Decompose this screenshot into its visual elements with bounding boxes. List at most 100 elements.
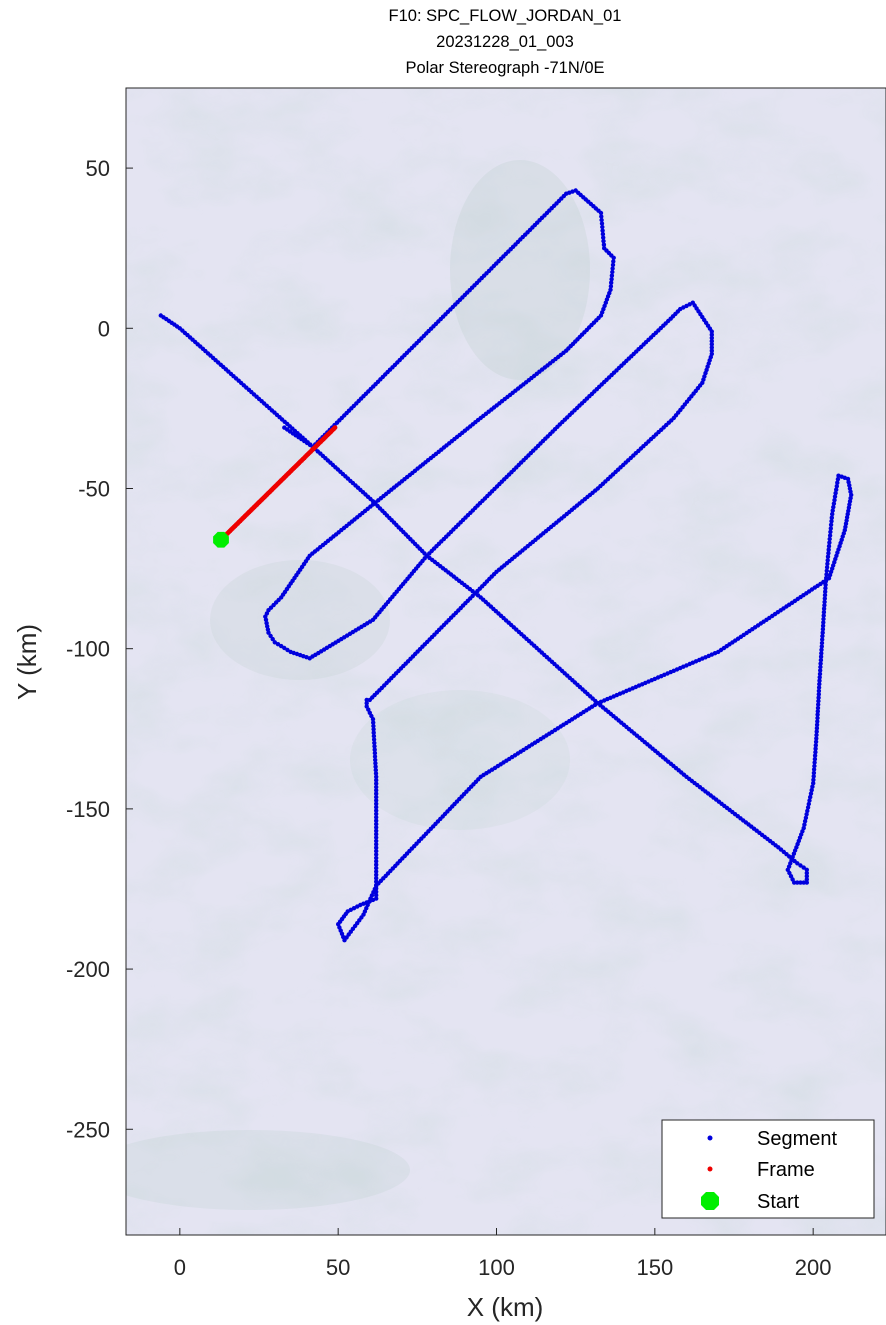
x-tick-label: 0 xyxy=(174,1255,186,1280)
segment-point xyxy=(806,801,811,807)
segment-point xyxy=(819,644,824,649)
segment-point xyxy=(822,599,827,605)
segment-point xyxy=(816,702,821,707)
segment-point xyxy=(795,861,800,866)
segment-point xyxy=(374,879,379,884)
y-tick-label: 50 xyxy=(86,156,110,181)
segment-point xyxy=(804,812,809,817)
segment-point xyxy=(809,787,814,793)
segment-point xyxy=(373,771,379,776)
segment-point xyxy=(374,821,379,827)
segment-point xyxy=(599,214,604,219)
segment-point xyxy=(374,791,379,796)
segment-point xyxy=(279,643,284,649)
segment-point xyxy=(802,819,808,824)
segment-point xyxy=(813,750,818,755)
segment-point xyxy=(801,865,806,870)
segment-point xyxy=(815,712,820,717)
y-tick-label: -50 xyxy=(78,476,110,501)
segment-point xyxy=(374,808,379,813)
segment-point xyxy=(817,678,822,683)
segment-point xyxy=(823,586,828,591)
segment-point xyxy=(814,726,820,731)
segment-point xyxy=(609,280,614,285)
segment-point xyxy=(364,697,369,703)
segment-point xyxy=(817,681,822,687)
segment-point xyxy=(804,867,809,872)
segment-point xyxy=(813,746,818,751)
segment-point xyxy=(808,794,813,800)
segment-point xyxy=(818,661,823,666)
segment-point xyxy=(834,487,839,492)
segment-point xyxy=(821,613,826,618)
segment-point xyxy=(830,508,835,513)
segment-point xyxy=(826,547,831,552)
segment-point xyxy=(371,733,377,739)
segment-point xyxy=(374,859,379,864)
segment-point xyxy=(819,651,824,656)
segment-point xyxy=(374,886,379,891)
segment-point xyxy=(829,519,834,524)
segment-point xyxy=(826,544,832,549)
segment-point xyxy=(835,480,840,485)
segment-point xyxy=(817,675,822,680)
segment-point xyxy=(831,501,837,506)
segment-point xyxy=(611,259,616,264)
segment-point xyxy=(374,794,379,800)
segment-point xyxy=(822,596,827,601)
segment-point xyxy=(374,865,379,871)
segment-point xyxy=(825,561,830,566)
segment-point xyxy=(828,522,834,527)
segment-point xyxy=(820,630,825,635)
segment-point xyxy=(601,242,607,247)
segment-point xyxy=(815,705,821,711)
segment-point xyxy=(268,633,273,639)
segment-point xyxy=(811,777,816,782)
segment-point xyxy=(812,760,817,765)
frame-track xyxy=(218,425,338,543)
satellite-background xyxy=(126,88,886,1235)
segment-point xyxy=(607,290,612,296)
y-tick-label: -100 xyxy=(66,637,110,662)
segment-point xyxy=(804,870,809,876)
segment-point xyxy=(818,664,823,670)
segment-point xyxy=(610,262,616,268)
segment-point xyxy=(374,828,379,833)
segment-point xyxy=(815,719,820,724)
segment-point xyxy=(817,671,823,677)
segment-track xyxy=(158,188,854,943)
segment-point xyxy=(373,761,378,766)
segment-point xyxy=(801,880,806,885)
segment-point xyxy=(816,688,822,694)
segment-point xyxy=(599,221,605,226)
segment-point xyxy=(374,781,379,786)
segment-point xyxy=(374,845,379,850)
segment-point xyxy=(371,723,376,729)
segment-point xyxy=(374,872,379,877)
segment-point xyxy=(709,338,714,344)
legend-box xyxy=(661,1119,875,1219)
segment-point xyxy=(820,633,825,639)
segment-point xyxy=(802,822,807,827)
segment-point xyxy=(374,862,379,867)
segment-point xyxy=(820,627,826,632)
segment-point xyxy=(816,695,821,700)
axes-frame xyxy=(125,87,886,1236)
segment-point xyxy=(818,657,824,663)
segment-point xyxy=(610,269,615,275)
segment-point xyxy=(816,698,821,704)
segment-point xyxy=(820,637,825,642)
x-tick-label: 200 xyxy=(795,1255,832,1280)
segment-point xyxy=(608,287,613,292)
segment-point xyxy=(374,798,379,803)
segment-point xyxy=(816,692,821,697)
segment-point xyxy=(814,736,819,741)
segment-point xyxy=(374,852,379,857)
segment-point xyxy=(818,654,824,659)
segment-point xyxy=(600,224,605,230)
segment-point xyxy=(798,863,803,868)
segment-point xyxy=(827,533,833,538)
segment-point xyxy=(827,540,832,545)
segment-point xyxy=(599,217,604,223)
segment-point xyxy=(803,815,809,820)
